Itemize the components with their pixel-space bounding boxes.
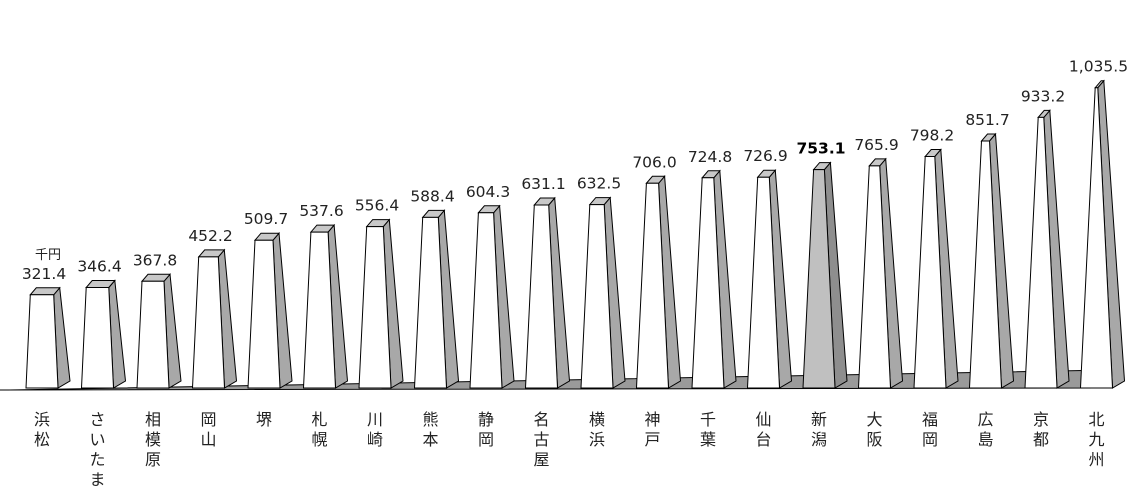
- bar-9: [469, 204, 515, 389]
- value-label: 321.4: [22, 265, 66, 283]
- value-label: 631.1: [521, 175, 565, 193]
- value-label: 346.4: [77, 258, 121, 276]
- bar-19: [1024, 109, 1070, 389]
- value-label: 367.8: [133, 251, 177, 269]
- category-label: 新潟: [811, 410, 827, 449]
- bar-14: [746, 168, 793, 389]
- bar-front: [968, 140, 1003, 389]
- bar-front: [913, 156, 947, 389]
- bar-10: [524, 196, 571, 389]
- bar-18: [968, 132, 1015, 389]
- bar-8: [413, 209, 460, 389]
- bar-front: [1079, 87, 1114, 389]
- value-label: 933.2: [1021, 87, 1065, 105]
- value-label: 798.2: [910, 127, 954, 145]
- category-label: 神戸: [644, 410, 660, 449]
- category-label: 千葉: [700, 410, 716, 449]
- bar-front: [857, 165, 892, 389]
- bar-front: [25, 294, 59, 389]
- bar-3: [136, 273, 182, 389]
- category-label: 熊本: [422, 410, 438, 449]
- bar-11: [580, 196, 626, 389]
- category-label: 岡山: [200, 410, 216, 449]
- category-label: 広島: [977, 410, 993, 449]
- category-label: さいたま: [89, 410, 105, 489]
- category-label: 相模原: [145, 410, 161, 469]
- bar-front: [635, 182, 670, 389]
- value-label: 1,035.5: [1069, 58, 1127, 76]
- category-label: 川崎: [367, 410, 383, 449]
- bar-front: [191, 256, 226, 389]
- bar-front: [524, 204, 559, 389]
- value-label: 537.6: [299, 202, 343, 220]
- value-label: 509.7: [244, 210, 288, 228]
- bar-16: [857, 157, 904, 389]
- value-label: 706.0: [632, 153, 676, 171]
- value-label: 726.9: [743, 147, 787, 165]
- bar-7: [358, 218, 404, 389]
- value-label: 556.4: [355, 197, 399, 215]
- category-label: 福岡: [922, 410, 938, 449]
- value-label: 632.5: [577, 175, 621, 193]
- category-label: 横浜: [589, 410, 605, 449]
- bar-front: [469, 212, 503, 389]
- bar-15: [802, 161, 848, 389]
- bar-front: [746, 176, 781, 389]
- category-label: 浜松: [34, 410, 50, 449]
- value-label: 604.3: [466, 183, 510, 201]
- value-label: 452.2: [188, 227, 232, 245]
- unit-label: 千円: [35, 248, 61, 263]
- category-label: 京都: [1033, 410, 1049, 449]
- bar-20: [1079, 79, 1126, 389]
- bar-4: [191, 248, 238, 389]
- value-label: 765.9: [854, 136, 898, 154]
- value-label: 753.1: [796, 140, 845, 158]
- bar-12: [635, 175, 682, 389]
- bar-front: [247, 239, 281, 389]
- bar-front: [136, 280, 170, 389]
- bar-front: [413, 216, 448, 389]
- bar-17: [913, 148, 959, 389]
- category-label: 札幌: [311, 410, 327, 449]
- bar-13: [691, 169, 737, 389]
- category-label: 静岡: [478, 410, 494, 449]
- category-label: 北九州: [1088, 410, 1104, 469]
- category-label: 堺: [256, 410, 272, 429]
- bar-front: [358, 226, 392, 389]
- value-label: 588.4: [410, 187, 454, 205]
- bar-front: [302, 231, 337, 389]
- category-label: 仙台: [755, 410, 771, 449]
- value-label: 724.8: [688, 148, 732, 166]
- bar-front: [80, 287, 115, 389]
- bar-1: [25, 286, 71, 389]
- bar-5: [247, 231, 293, 389]
- category-label: 名古屋: [533, 410, 549, 469]
- bar-front: [691, 177, 725, 389]
- bar-front: [1024, 116, 1058, 389]
- value-label: 851.7: [965, 111, 1009, 129]
- bar-front: [580, 204, 614, 389]
- bar-2: [80, 279, 127, 389]
- category-label: 大阪: [866, 410, 882, 449]
- bar-front: [802, 169, 836, 389]
- bar-6: [302, 223, 349, 389]
